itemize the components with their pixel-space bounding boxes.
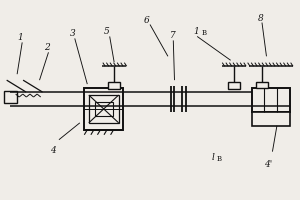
Bar: [251, 112, 290, 126]
Text: 5: 5: [104, 27, 110, 36]
Text: 8: 8: [258, 14, 263, 23]
Bar: [84, 88, 123, 130]
Text: 4': 4': [264, 160, 272, 169]
Text: 2: 2: [44, 43, 50, 52]
Bar: [89, 95, 118, 123]
Text: 1: 1: [17, 33, 23, 42]
Text: B: B: [216, 155, 221, 163]
Text: 7: 7: [169, 31, 175, 40]
Text: 3: 3: [70, 29, 75, 38]
Text: l: l: [211, 153, 214, 162]
Bar: [108, 82, 120, 89]
Text: 1: 1: [194, 27, 199, 36]
Text: 6: 6: [144, 16, 150, 25]
Bar: [251, 88, 290, 112]
Bar: [4, 91, 17, 103]
Bar: [228, 82, 240, 89]
Bar: [256, 82, 268, 88]
Text: 4: 4: [50, 146, 56, 155]
Bar: [95, 102, 113, 116]
Text: B: B: [201, 29, 206, 37]
